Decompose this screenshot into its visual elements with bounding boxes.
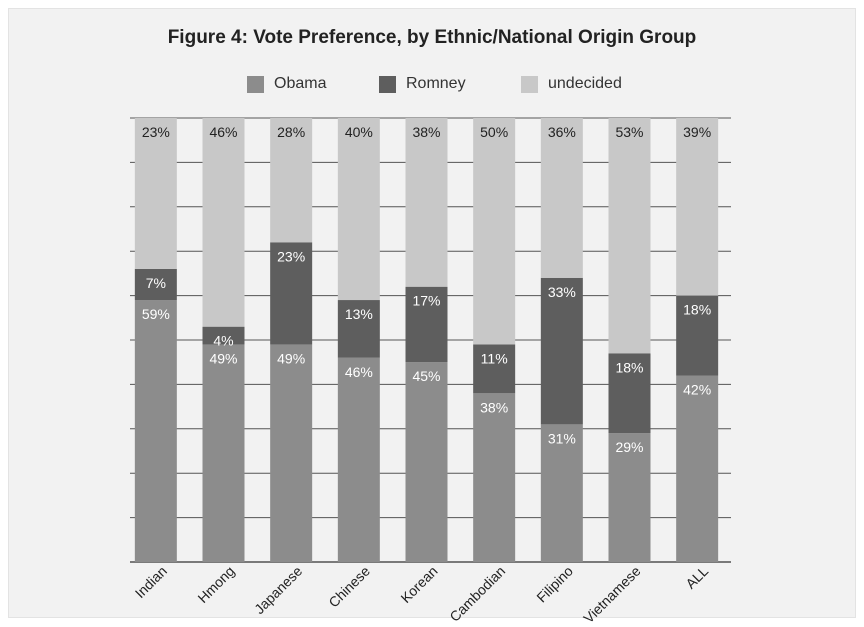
data-label-undecided: 36% [548, 124, 576, 140]
data-label-obama: 38% [480, 399, 508, 415]
bar-undecided [540, 118, 583, 278]
bar-undecided [473, 118, 516, 345]
bar-undecided [270, 118, 313, 243]
data-label-romney: 18% [683, 302, 711, 318]
data-label-obama: 59% [142, 306, 170, 322]
data-label-romney: 4% [213, 333, 233, 349]
data-label-undecided: 46% [209, 124, 237, 140]
data-label-undecided: 28% [277, 124, 305, 140]
data-label-romney: 11% [481, 350, 508, 366]
category-label: Vietnamese [580, 563, 644, 627]
bar-undecided [405, 118, 448, 287]
category-label: Hmong [194, 563, 237, 606]
bar-romney [405, 286, 448, 363]
data-label-romney: 23% [277, 248, 305, 264]
data-label-obama: 49% [277, 350, 305, 366]
bar-obama [676, 375, 719, 562]
bar-undecided [337, 118, 380, 301]
data-label-undecided: 39% [683, 124, 711, 140]
bar-romney [608, 353, 651, 434]
bar-romney [202, 326, 245, 345]
bar-obama [405, 362, 448, 562]
bar-romney [540, 277, 583, 425]
bar-undecided [676, 118, 719, 296]
bar-romney [134, 268, 177, 301]
bar-romney [270, 242, 313, 345]
legend-item-obama: Obama [247, 75, 326, 93]
data-label-obama: 46% [345, 364, 373, 380]
bar-romney [337, 300, 380, 358]
legend-item-undecided: undecided [521, 75, 622, 93]
chart-title: Figure 4: Vote Preference, by Ethnic/Nat… [167, 27, 697, 48]
data-label-romney: 33% [548, 284, 576, 300]
chart-legend: Obama Romney undecided [0, 75, 864, 97]
data-label-romney: 13% [345, 306, 373, 322]
data-label-romney: 17% [412, 293, 440, 309]
data-label-obama: 29% [615, 439, 643, 455]
bar-undecided [608, 118, 651, 354]
bar-obama [608, 433, 651, 562]
bar-romney [676, 295, 719, 376]
data-label-obama: 45% [412, 368, 440, 384]
legend-label-romney: Romney [406, 75, 466, 92]
legend-swatch-obama [247, 75, 264, 93]
bar-obama [540, 424, 583, 562]
data-label-undecided: 23% [142, 124, 170, 140]
category-label: ALL [682, 563, 711, 592]
data-label-romney: 18% [615, 359, 643, 375]
data-label-obama: 49% [209, 350, 237, 366]
bar-undecided [134, 118, 177, 269]
category-label: Korean [397, 563, 440, 606]
data-label-romney: 7% [146, 275, 166, 291]
data-label-undecided: 40% [345, 124, 373, 140]
legend-swatch-romney [379, 75, 396, 93]
category-label: Filipino [533, 563, 576, 606]
category-label: Indian [132, 563, 170, 601]
bar-obama [134, 300, 177, 562]
bar-obama [473, 393, 516, 562]
legend-label-obama: Obama [274, 75, 327, 92]
bar-romney [473, 344, 516, 394]
data-label-obama: 42% [683, 382, 711, 398]
category-label: Chinese [325, 563, 373, 611]
bar-obama [202, 344, 245, 562]
data-label-obama: 31% [548, 430, 576, 446]
category-label: Japanese [251, 563, 305, 617]
bar-obama [337, 357, 380, 562]
bar-obama [270, 344, 313, 562]
legend-item-romney: Romney [379, 75, 466, 93]
data-label-undecided: 53% [615, 124, 643, 140]
legend-swatch-undecided [521, 75, 538, 93]
data-label-undecided: 50% [480, 124, 508, 140]
data-label-undecided: 38% [412, 124, 440, 140]
legend-label-undecided: undecided [548, 75, 622, 92]
category-label: Cambodian [446, 563, 508, 625]
bar-undecided [202, 118, 245, 327]
